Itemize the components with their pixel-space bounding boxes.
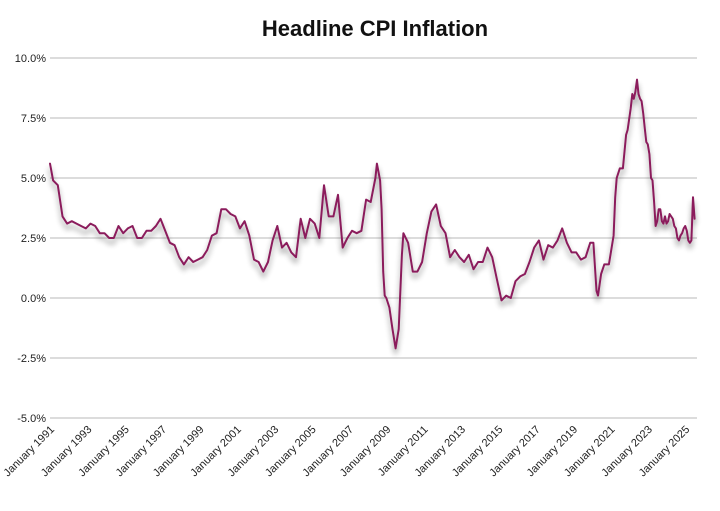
- gridlines: [50, 57, 697, 419]
- y-tick-label: 0.0%: [21, 293, 46, 305]
- y-tick-label: -2.5%: [17, 353, 46, 365]
- series-layer: [49, 78, 696, 350]
- y-tick-label: 2.5%: [21, 233, 46, 245]
- y-tick-label: 7.5%: [21, 113, 46, 125]
- y-tick-label: -5.0%: [17, 413, 46, 425]
- y-axis: 10.0% 7.5% 5.0% 2.5% 0.0% -2.5% -5.0%: [15, 53, 46, 425]
- y-tick-label: 5.0%: [21, 173, 46, 185]
- chart-title: Headline CPI Inflation: [261, 16, 489, 41]
- y-tick-label: 10.0%: [15, 53, 46, 65]
- cpi-inflation-line: [49, 78, 696, 350]
